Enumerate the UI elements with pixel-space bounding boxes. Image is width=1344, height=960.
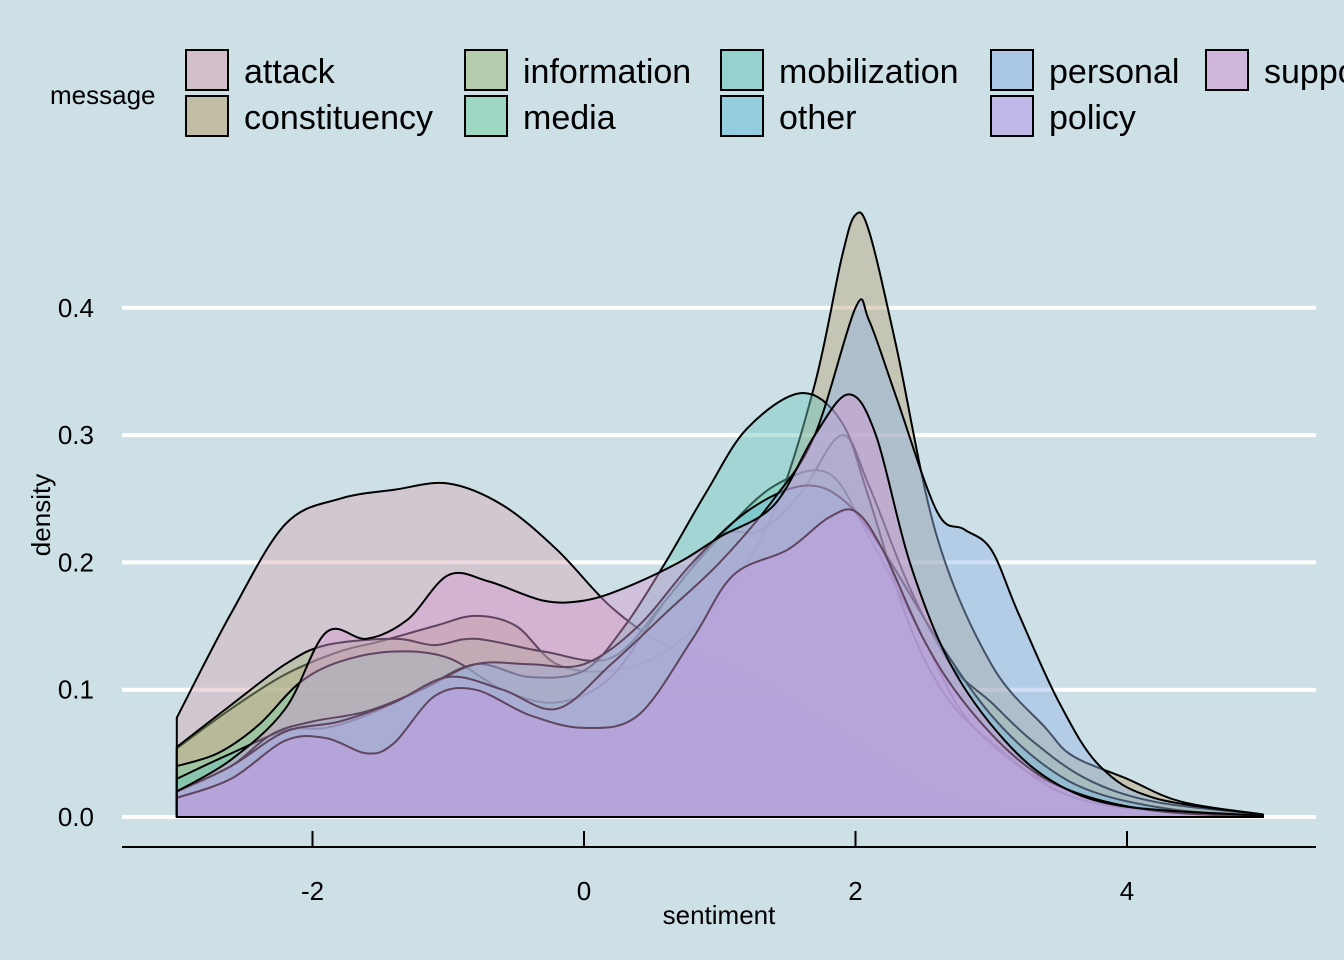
legend-key-mobilization [720, 49, 764, 91]
legend-key-attack [185, 49, 229, 91]
y-tick-label: 0.2 [58, 547, 94, 577]
legend-label-constituency: constituency [244, 99, 433, 137]
legend: message attack constituency information med… [50, 49, 1344, 137]
legend-key-other [720, 95, 764, 137]
x-tick-label: 0 [577, 876, 591, 906]
legend-key-constituency [185, 95, 229, 137]
y-tick-label: 0.4 [58, 293, 94, 323]
density-area-media [175, 469, 1264, 818]
x-axis-label: sentiment [663, 900, 776, 930]
legend-key-personal [990, 49, 1034, 91]
y-tick-label: 0.1 [58, 675, 94, 705]
legend-label-support: support [1264, 53, 1344, 91]
legend-label-information: information [523, 53, 691, 91]
x-tick-label: -2 [301, 876, 324, 906]
legend-label-policy: policy [1049, 99, 1136, 137]
y-axis-ticks: 0.0 0.1 0.2 0.3 0.4 [58, 293, 94, 832]
legend-key-support [1205, 49, 1249, 91]
legend-label-attack: attack [244, 53, 336, 91]
legend-label-other: other [779, 99, 857, 137]
y-axis-label: density [26, 474, 56, 556]
legend-title: message [50, 80, 156, 110]
density-area-attack [175, 481, 1264, 818]
legend-label-media: media [523, 99, 616, 137]
x-axis-ticks: -2 0 2 4 [301, 831, 1134, 906]
density-area-policy [175, 508, 1264, 818]
density-area-information [175, 434, 1264, 818]
legend-key-information [464, 49, 508, 91]
density-areas [175, 211, 1264, 818]
density-area-support [175, 393, 1264, 818]
legend-label-mobilization: mobilization [779, 53, 959, 91]
density-area-mobilization [175, 392, 1264, 818]
legend-key-media [464, 95, 508, 137]
legend-label-personal: personal [1049, 53, 1179, 91]
y-tick-label: 0.3 [58, 420, 94, 450]
x-tick-label: 2 [848, 876, 862, 906]
x-tick-label: 4 [1120, 876, 1134, 906]
y-tick-label: 0.0 [58, 802, 94, 832]
legend-key-policy [990, 95, 1034, 137]
